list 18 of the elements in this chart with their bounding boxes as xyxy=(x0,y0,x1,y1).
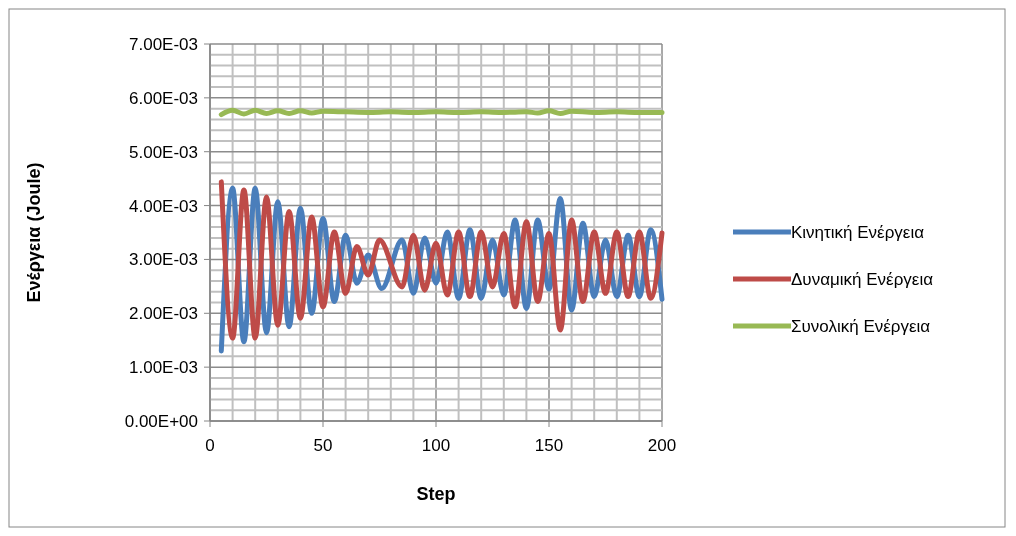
y-tick-label: 3.00E-03 xyxy=(129,250,198,270)
y-tick-label: 4.00E-03 xyxy=(129,196,198,216)
y-tick-label: 1.00E-03 xyxy=(129,358,198,378)
y-tick-label: 5.00E-03 xyxy=(129,142,198,162)
x-tick-label: 150 xyxy=(534,436,564,455)
x-tick-label: 50 xyxy=(313,436,333,455)
x-axis-title: Step xyxy=(416,484,456,504)
x-tick-label: 200 xyxy=(647,436,677,455)
y-tick-label: 2.00E-03 xyxy=(129,304,198,324)
y-axis-title: Ενέργεια (Joule) xyxy=(24,162,44,303)
y-tick-label: 0.00E+00 xyxy=(124,412,198,431)
y-tick-label: 6.00E-03 xyxy=(129,88,198,108)
legend-label: Κινητική Ενέργεια xyxy=(791,223,925,242)
legend-label: Συνολική Ενέργεια xyxy=(791,317,931,336)
legend-label: Δυναμική Ενέργεια xyxy=(791,270,934,289)
x-tick-label: 100 xyxy=(421,436,451,455)
y-tick-label: 7.00E-03 xyxy=(129,35,198,54)
x-tick-label: 0 xyxy=(205,436,215,455)
